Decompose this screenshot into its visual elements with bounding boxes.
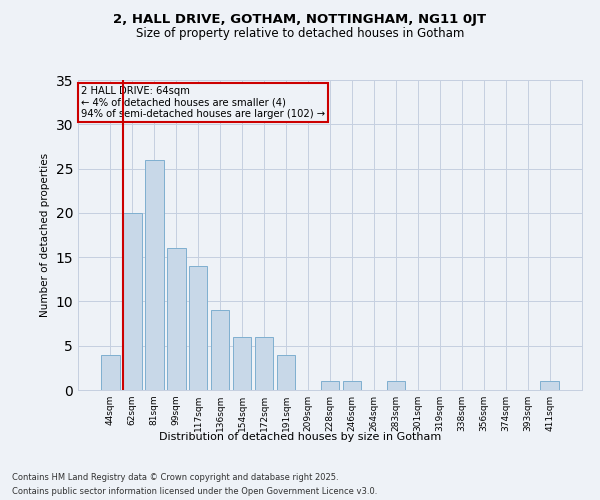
Text: Contains HM Land Registry data © Crown copyright and database right 2025.: Contains HM Land Registry data © Crown c…: [12, 472, 338, 482]
Bar: [101, 354, 119, 390]
Bar: [255, 337, 274, 390]
Text: 2, HALL DRIVE, GOTHAM, NOTTINGHAM, NG11 0JT: 2, HALL DRIVE, GOTHAM, NOTTINGHAM, NG11 …: [113, 12, 487, 26]
Bar: [386, 381, 405, 390]
Bar: [277, 354, 295, 390]
Bar: [541, 381, 559, 390]
Text: Distribution of detached houses by size in Gotham: Distribution of detached houses by size …: [159, 432, 441, 442]
Bar: [211, 310, 229, 390]
Bar: [145, 160, 164, 390]
Bar: [189, 266, 208, 390]
Bar: [320, 381, 340, 390]
Text: Contains public sector information licensed under the Open Government Licence v3: Contains public sector information licen…: [12, 488, 377, 496]
Bar: [343, 381, 361, 390]
Bar: [123, 213, 142, 390]
Bar: [233, 337, 251, 390]
Y-axis label: Number of detached properties: Number of detached properties: [40, 153, 50, 317]
Text: 2 HALL DRIVE: 64sqm
← 4% of detached houses are smaller (4)
94% of semi-detached: 2 HALL DRIVE: 64sqm ← 4% of detached hou…: [80, 86, 325, 120]
Bar: [167, 248, 185, 390]
Text: Size of property relative to detached houses in Gotham: Size of property relative to detached ho…: [136, 28, 464, 40]
